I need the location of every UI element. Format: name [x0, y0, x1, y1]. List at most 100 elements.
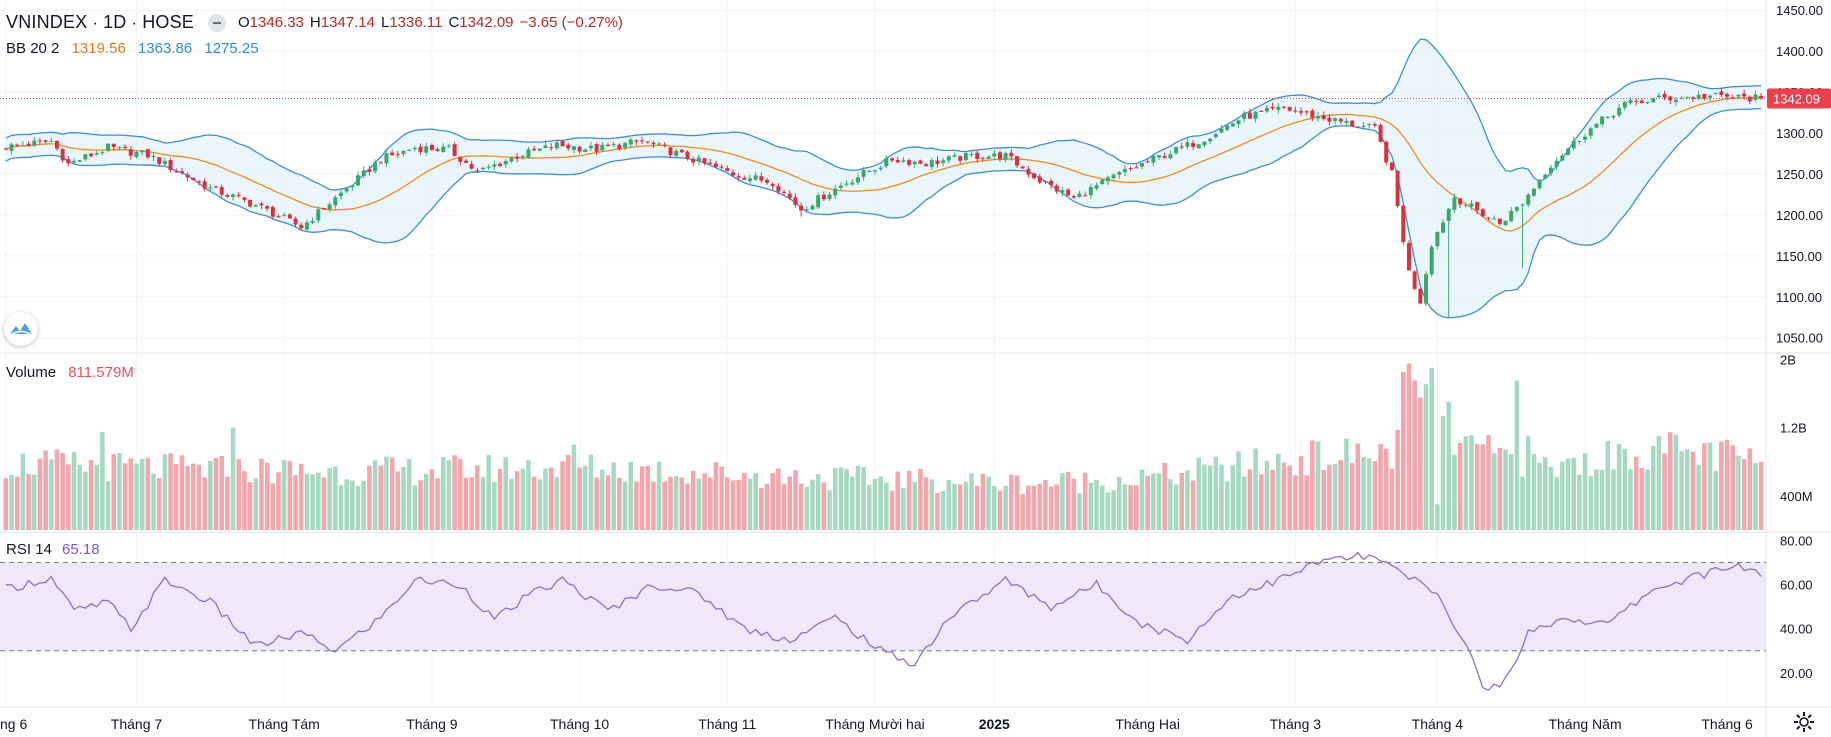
- candle-body: [94, 153, 99, 155]
- candle-body: [1418, 288, 1423, 304]
- low-value: 1336.11: [389, 14, 443, 31]
- candle-body: [350, 185, 355, 188]
- time-tick-label: Tháng 3: [1270, 716, 1322, 732]
- candle-body: [1673, 99, 1678, 102]
- volume-bar: [1281, 462, 1287, 530]
- candle-body: [804, 209, 809, 211]
- candle-body: [1696, 94, 1701, 99]
- candle-body: [594, 144, 599, 152]
- candle-body: [918, 160, 923, 164]
- candle-body: [1219, 128, 1224, 133]
- candle-body: [1719, 91, 1724, 95]
- volume-tick-label: 400M: [1780, 489, 1813, 504]
- candle-body: [1367, 123, 1372, 125]
- volume-bar: [429, 469, 435, 530]
- candle-body: [83, 154, 88, 160]
- volume-bar: [1048, 486, 1054, 530]
- candle-body: [1747, 96, 1752, 102]
- volume-bar: [764, 483, 770, 530]
- candle-body: [162, 160, 167, 164]
- candle-body: [702, 158, 707, 163]
- volume-bar: [196, 464, 202, 530]
- time-tick-label: Tháng 6: [1701, 716, 1753, 732]
- candle-body: [54, 140, 59, 149]
- candle-body: [782, 191, 787, 193]
- symbol-name[interactable]: VNINDEX: [6, 12, 88, 32]
- candle-body: [463, 160, 468, 163]
- candle-body: [1441, 222, 1446, 233]
- candle-body: [390, 152, 395, 156]
- candle-body: [1145, 161, 1150, 163]
- candle-body: [861, 170, 866, 177]
- minus-icon[interactable]: [208, 13, 226, 32]
- symbol-interval[interactable]: 1D: [103, 12, 127, 32]
- candle-body: [270, 207, 275, 217]
- close-value: 1342.09: [459, 14, 514, 31]
- volume-bar: [1344, 438, 1349, 530]
- volume-legend[interactable]: Volume 811.579M: [6, 364, 134, 381]
- candle-body: [1185, 142, 1190, 147]
- candle-body: [384, 153, 389, 164]
- candle-body: [719, 166, 724, 168]
- candle-body: [1463, 204, 1468, 206]
- volume-bar: [776, 468, 781, 530]
- volume-bar: [247, 482, 253, 530]
- candle-body: [1316, 116, 1321, 119]
- gear-icon[interactable]: [1792, 710, 1816, 734]
- volume-bar: [1719, 441, 1724, 530]
- candle-body: [577, 146, 582, 152]
- time-tick-label: Tháng 7: [111, 716, 163, 732]
- volume-bar: [736, 480, 741, 530]
- volume-tick-label: 2B: [1780, 352, 1796, 367]
- volume-bar: [54, 449, 60, 530]
- candle-body: [1310, 110, 1315, 118]
- volume-name: Volume: [6, 364, 57, 381]
- candle-body: [145, 149, 150, 158]
- candle-body: [759, 176, 764, 181]
- volume-bar: [298, 463, 304, 530]
- volume-bar: [1236, 451, 1241, 530]
- candle-body: [1531, 188, 1536, 196]
- volume-bar: [1304, 475, 1309, 530]
- volume-bar: [1474, 444, 1480, 530]
- candle-body: [344, 188, 349, 192]
- volume-bar: [1270, 469, 1275, 530]
- candle-body: [100, 152, 105, 154]
- ohlc-high: H1347.14: [310, 14, 375, 31]
- volume-bar: [713, 462, 719, 530]
- volume-bar: [895, 471, 900, 530]
- volume-bar: [435, 478, 440, 530]
- candle-body: [1401, 205, 1406, 243]
- rsi-line: [5, 551, 1762, 691]
- candle-body: [668, 147, 673, 156]
- candle-body: [1685, 96, 1690, 98]
- time-axis[interactable]: ng 6 Tháng 7 Tháng Tám Tháng 9 Tháng 10 Tháng…: [0, 716, 1753, 732]
- volume-bar: [88, 460, 94, 530]
- price-axis[interactable]: 1450.001400.001350.001300.001250.001200.…: [0, 3, 1831, 681]
- candle-body: [867, 170, 872, 172]
- tradingview-logo-icon[interactable]: [4, 312, 38, 346]
- volume-bar: [94, 464, 100, 530]
- volume-bar: [105, 481, 111, 530]
- candle-body: [1554, 160, 1559, 167]
- candle-body: [1486, 217, 1491, 219]
- volume-bar: [185, 466, 190, 530]
- candle-body: [1191, 143, 1196, 147]
- candle-body: [1429, 247, 1434, 275]
- volume-bar: [1014, 475, 1020, 530]
- candle-body: [1037, 176, 1042, 183]
- candle-body: [1168, 154, 1173, 159]
- candle-body: [1406, 243, 1411, 271]
- bb-legend[interactable]: BB 20 2 1319.56 1363.86 1275.25: [6, 40, 259, 57]
- volume-bar: [66, 464, 71, 530]
- volume-bar: [395, 471, 401, 530]
- candle-body: [356, 175, 361, 186]
- volume-bar: [503, 457, 509, 530]
- candle-body: [185, 174, 190, 178]
- candle-body: [884, 158, 889, 167]
- volume-bar: [1753, 463, 1758, 530]
- rsi-legend[interactable]: RSI 14 65.18: [6, 541, 100, 558]
- candle-body: [1128, 167, 1133, 169]
- rsi-name: RSI: [6, 541, 32, 558]
